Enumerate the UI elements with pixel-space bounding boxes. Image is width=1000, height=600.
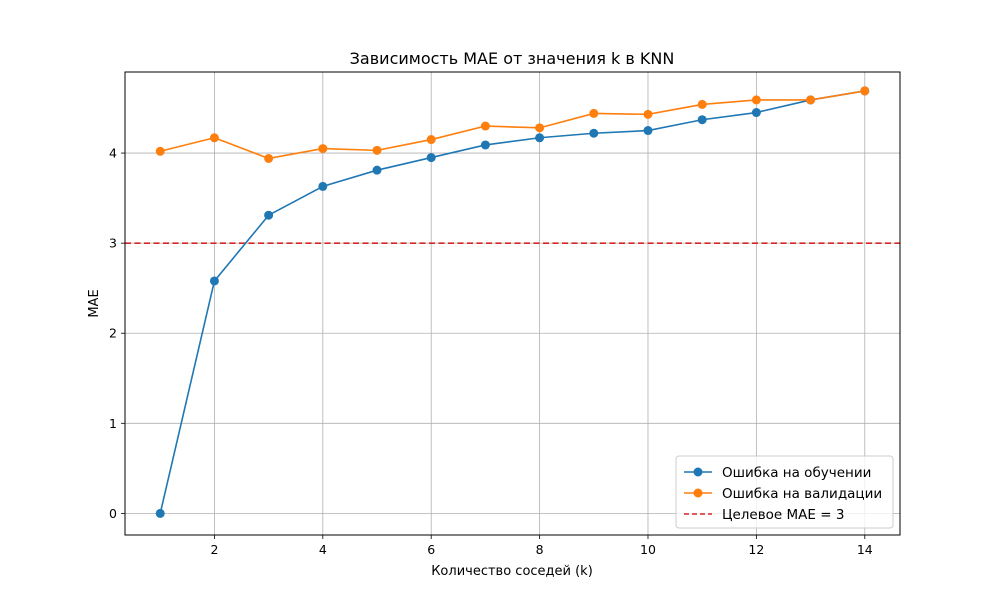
series-1-point bbox=[426, 135, 436, 145]
series-1-point bbox=[806, 95, 816, 105]
y-tick-label: 4 bbox=[109, 146, 117, 161]
y-tick-label: 3 bbox=[109, 236, 117, 251]
y-tick-label: 2 bbox=[109, 326, 117, 341]
series-1-point bbox=[535, 123, 545, 133]
series-0-point bbox=[697, 115, 707, 125]
series-1-point bbox=[589, 108, 599, 118]
series-0-point bbox=[372, 165, 382, 175]
series-line-1 bbox=[160, 90, 865, 160]
y-tick-label: 1 bbox=[109, 416, 117, 431]
series-group bbox=[155, 86, 870, 518]
series-1-point bbox=[697, 99, 707, 109]
legend-marker-train bbox=[693, 467, 703, 477]
plot-frame bbox=[124, 71, 901, 536]
series-1-point bbox=[860, 86, 870, 96]
series-0-point bbox=[209, 276, 219, 286]
legend-marker-validation bbox=[693, 488, 703, 498]
x-tick-label: 10 bbox=[640, 542, 656, 557]
series-1-point bbox=[480, 121, 490, 131]
x-tick-label: 4 bbox=[319, 542, 327, 557]
series-0-point bbox=[426, 153, 436, 163]
x-axis-label: Количество соседей (k) bbox=[431, 564, 593, 579]
series-1-point bbox=[643, 109, 653, 119]
series-line-0 bbox=[159, 90, 865, 514]
legend-label-target: Целевое MAE = 3 bbox=[722, 507, 844, 523]
grid bbox=[125, 72, 900, 535]
y-axis-label: MAE bbox=[87, 289, 102, 317]
legend-label-train: Ошибка на обучении bbox=[722, 465, 871, 481]
series-1-point bbox=[209, 133, 219, 143]
series-0-point bbox=[589, 128, 599, 138]
y-tick-label: 0 bbox=[109, 506, 117, 521]
series-1-point bbox=[372, 145, 382, 155]
x-tick-label: 12 bbox=[748, 542, 764, 557]
legend-frame bbox=[675, 455, 894, 529]
series-0-point bbox=[264, 210, 274, 220]
y-axis-ticks: 0 1 2 3 4 bbox=[109, 146, 125, 521]
x-tick-label: 6 bbox=[427, 542, 435, 557]
series-0-point bbox=[480, 140, 490, 150]
x-tick-label: 2 bbox=[210, 542, 218, 557]
series-1-point bbox=[751, 95, 761, 105]
chart-title: Зависимость MAE от значения k в KNN bbox=[350, 49, 675, 68]
legend: Ошибка на обучении Ошибка на валидации Ц… bbox=[675, 455, 894, 529]
series-0-point bbox=[155, 508, 165, 518]
x-tick-label: 8 bbox=[536, 542, 544, 557]
series-0-point bbox=[535, 133, 545, 143]
legend-label-validation: Ошибка на валидации bbox=[722, 486, 882, 502]
x-axis-ticks: 2 4 6 8 10 12 14 bbox=[210, 535, 873, 557]
series-1-point bbox=[318, 144, 328, 154]
series-0-point bbox=[751, 108, 761, 118]
series-0-point bbox=[318, 181, 328, 191]
series-1-point bbox=[264, 153, 274, 163]
series-1-point bbox=[155, 146, 165, 156]
series-0-point bbox=[643, 126, 653, 136]
x-tick-label: 14 bbox=[857, 542, 873, 557]
